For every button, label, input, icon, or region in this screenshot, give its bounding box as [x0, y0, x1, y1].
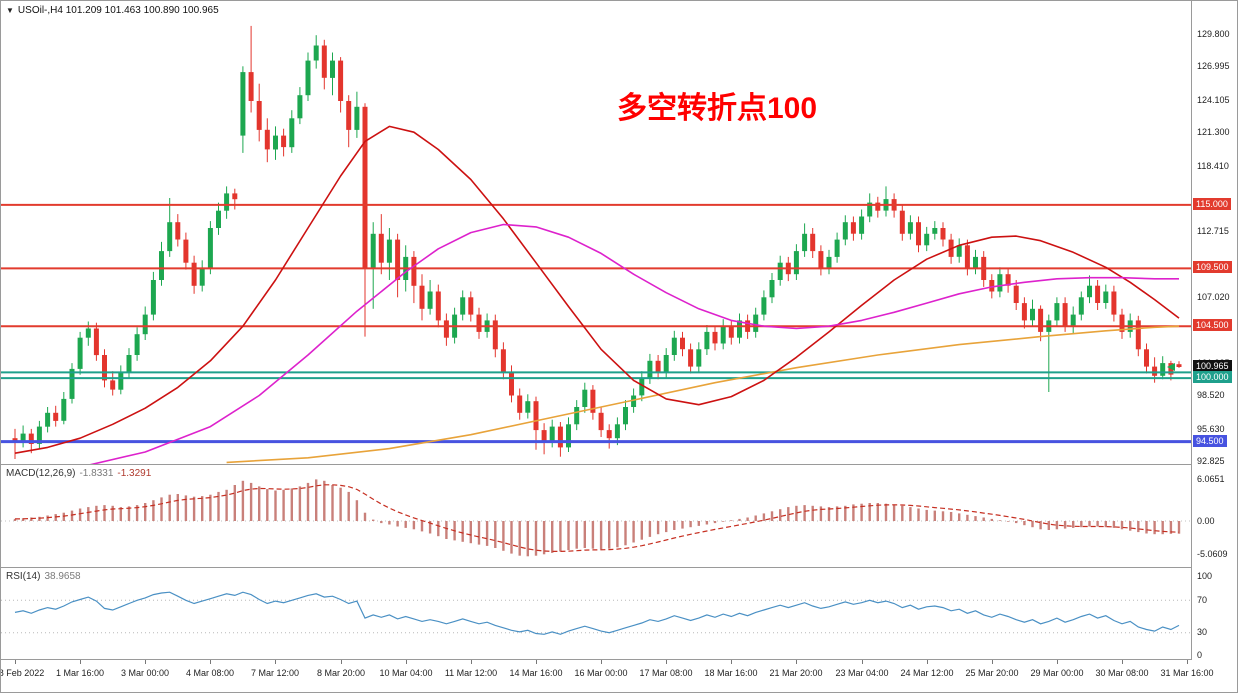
time-label: 23 Mar 04:00	[835, 668, 889, 678]
price-label: 129.800	[1197, 29, 1230, 39]
time-tick	[1187, 660, 1188, 664]
time-tick	[471, 660, 472, 664]
time-label: 17 Mar 08:00	[639, 668, 693, 678]
macd-value-main: -1.8331	[79, 468, 114, 479]
time-tick	[275, 660, 276, 664]
chart-annotation-text[interactable]: 多空转折点100	[617, 92, 818, 125]
time-axis[interactable]: 28 Feb 2022 1 Mar 16:00 3 Mar 00:00 4 Mar 0…	[1, 660, 1237, 692]
price-badge: 104.500	[1193, 319, 1232, 331]
time-label: 11 Mar 12:00	[444, 668, 498, 678]
price-label: 126.995	[1197, 61, 1230, 71]
time-tick	[1122, 660, 1123, 664]
price-label: 92.825	[1197, 456, 1225, 466]
macd-panel	[1, 465, 1191, 567]
time-label: 4 Mar 08:00	[185, 668, 235, 678]
ohlc-readout: 101.209 101.463 100.890 100.965	[65, 5, 219, 16]
price-label: 118.410	[1197, 161, 1229, 171]
main-chart-canvas[interactable]	[1, 1, 1191, 474]
price-badge: 115.000	[1193, 198, 1231, 210]
price-label: 95.630	[1197, 424, 1225, 434]
main-chart-panel	[1, 1, 1191, 474]
time-tick	[406, 660, 407, 664]
rsi-axis-label: 100	[1197, 571, 1213, 581]
rsi-line	[14, 591, 1180, 635]
chart-title: ▼ USOil-,H4 101.209 101.463 100.890 100.9…	[6, 5, 219, 16]
macd-label: MACD(12,26,9) -1.8331 -1.3291	[6, 468, 151, 479]
time-tick	[731, 660, 732, 664]
time-tick	[210, 660, 211, 664]
price-badge: 94.500	[1193, 435, 1227, 447]
time-tick	[341, 660, 342, 664]
time-label: 7 Mar 12:00	[250, 668, 300, 678]
macd-canvas[interactable]	[1, 465, 1191, 572]
time-tick	[1057, 660, 1058, 664]
time-label: 25 Mar 20:00	[965, 668, 1019, 678]
price-axis[interactable]: 129.800 126.995 124.105 121.300 118.410 112.7…	[1192, 1, 1237, 660]
symbol-timeframe: USOil-,H4	[17, 5, 63, 16]
panel-separator	[1, 659, 1237, 660]
panel-separator	[1, 464, 1237, 465]
time-tick	[15, 660, 16, 664]
rsi-axis-label: 30	[1197, 627, 1208, 637]
time-tick	[601, 660, 602, 664]
time-tick	[80, 660, 81, 664]
candles	[12, 25, 1182, 459]
time-label: 14 Mar 16:00	[509, 668, 563, 678]
price-badge: 100.000	[1193, 371, 1232, 383]
price-label: 98.520	[1197, 390, 1225, 400]
time-label: 10 Mar 04:00	[379, 668, 433, 678]
ma-red-fast	[14, 125, 1180, 454]
time-tick	[992, 660, 993, 664]
price-label: 112.715	[1197, 226, 1229, 236]
axis-separator	[1191, 1, 1192, 660]
rsi-axis-label: 0	[1197, 650, 1203, 660]
macd-name: MACD(12,26,9)	[6, 468, 76, 479]
rsi-panel	[1, 568, 1191, 659]
time-label: 29 Mar 00:00	[1030, 668, 1084, 678]
rsi-name: RSI(14)	[6, 571, 41, 582]
panel-separator	[1, 567, 1237, 568]
time-tick	[666, 660, 667, 664]
time-label: 28 Feb 2022	[1, 668, 45, 678]
time-tick	[927, 660, 928, 664]
price-badge: 109.500	[1193, 261, 1232, 273]
macd-axis-label: -5.0609	[1197, 549, 1228, 559]
ma-orange-slow	[226, 325, 1180, 464]
symbol-dropdown-icon[interactable]: ▼	[6, 6, 14, 15]
time-label: 18 Mar 16:00	[704, 668, 758, 678]
time-tick	[862, 660, 863, 664]
ma-magenta-mid	[14, 223, 1179, 474]
time-label: 24 Mar 12:00	[900, 668, 954, 678]
rsi-canvas[interactable]	[1, 568, 1191, 664]
macd-axis-label: 0.00	[1197, 516, 1215, 526]
time-tick	[796, 660, 797, 664]
macd-axis-label: 6.0651	[1197, 474, 1225, 484]
price-label: 121.300	[1197, 127, 1230, 137]
time-tick	[536, 660, 537, 664]
price-badge: 100.965	[1193, 360, 1232, 372]
time-label: 1 Mar 16:00	[55, 668, 105, 678]
current-price-arrow	[1167, 363, 1175, 371]
time-label: 31 Mar 16:00	[1160, 668, 1214, 678]
macd-histogram	[13, 479, 1181, 557]
time-label: 21 Mar 20:00	[769, 668, 823, 678]
macd-value-signal: -1.3291	[117, 468, 152, 479]
price-label: 124.105	[1197, 95, 1230, 105]
time-label: 16 Mar 00:00	[574, 668, 628, 678]
macd-signal-line	[14, 484, 1180, 553]
rsi-value: 38.9658	[44, 571, 81, 582]
time-label: 3 Mar 00:00	[120, 668, 170, 678]
price-label: 107.020	[1197, 292, 1230, 302]
rsi-label: RSI(14) 38.9658	[6, 571, 81, 582]
time-label: 8 Mar 20:00	[316, 668, 366, 678]
rsi-axis-label: 70	[1197, 595, 1208, 605]
time-label: 30 Mar 08:00	[1095, 668, 1149, 678]
time-tick	[145, 660, 146, 664]
